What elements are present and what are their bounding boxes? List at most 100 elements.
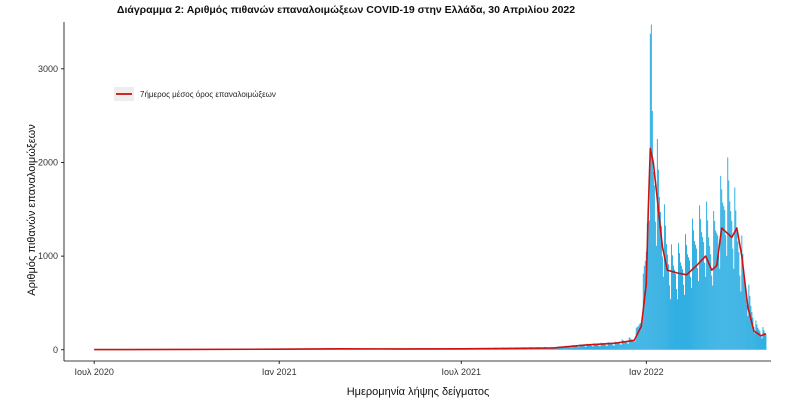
daily-bar <box>650 24 652 350</box>
daily-bar <box>747 316 749 350</box>
daily-bar <box>720 175 722 350</box>
daily-bar <box>689 260 690 350</box>
daily-bar <box>677 299 678 350</box>
daily-bar <box>640 326 642 350</box>
daily-bar <box>729 201 731 350</box>
daily-bar <box>714 220 716 350</box>
daily-bar <box>705 276 707 350</box>
daily-bar <box>755 320 757 350</box>
daily-bar <box>751 311 753 350</box>
daily-bar <box>645 251 647 350</box>
daily-bar <box>753 327 755 350</box>
daily-bar <box>559 346 561 350</box>
daily-bar <box>594 343 596 350</box>
daily-bar <box>757 327 759 350</box>
x-axis-title: Ημερομηνία λήψης δείγματος <box>347 386 490 398</box>
daily-bar <box>634 341 636 350</box>
daily-bar <box>748 284 750 350</box>
daily-bar <box>739 275 741 350</box>
daily-bar <box>614 341 616 350</box>
daily-bar <box>568 346 570 350</box>
daily-bar <box>728 180 730 350</box>
daily-bar <box>695 244 697 350</box>
daily-bar <box>701 232 703 350</box>
daily-bar <box>693 230 695 350</box>
daily-bar <box>668 285 670 350</box>
daily-bar <box>710 254 712 350</box>
daily-bar <box>741 235 743 350</box>
x-tick-label: Ιουλ 2020 <box>74 367 113 377</box>
daily-bar <box>697 268 699 350</box>
daily-bar <box>709 245 711 350</box>
daily-bar <box>630 339 632 350</box>
daily-bar <box>743 270 745 350</box>
daily-bar <box>691 287 693 350</box>
daily-bar <box>669 299 671 350</box>
daily-bar <box>726 255 728 350</box>
daily-bar <box>572 345 574 350</box>
daily-bar <box>730 211 732 350</box>
daily-bar <box>607 342 609 350</box>
daily-bar <box>588 344 590 350</box>
bars-layer <box>93 24 767 350</box>
daily-bar <box>542 348 544 350</box>
daily-bar <box>580 344 582 350</box>
daily-bar <box>571 347 573 350</box>
daily-bar <box>716 232 718 350</box>
daily-bar <box>649 33 651 350</box>
daily-bar <box>619 344 621 350</box>
daily-bar <box>644 260 646 350</box>
daily-bar <box>621 339 623 350</box>
daily-bar <box>699 205 701 350</box>
daily-bar <box>608 342 610 350</box>
daily-bar <box>618 342 620 350</box>
daily-bar <box>591 346 593 350</box>
daily-bar <box>707 220 709 350</box>
legend: 7ήμερος μέσος όρος επαναλοιμώξεων <box>114 87 276 101</box>
daily-bar <box>725 235 727 350</box>
daily-bar <box>600 342 602 350</box>
daily-bar <box>738 252 740 350</box>
daily-bar <box>746 305 748 350</box>
daily-bar <box>717 235 719 350</box>
x-tick-label: Ιαν 2022 <box>629 367 664 377</box>
daily-bar <box>627 343 629 350</box>
daily-bar <box>762 327 764 350</box>
y-axis-ticks: 0 1000 2000 3000 <box>38 64 64 355</box>
daily-bar <box>706 201 708 350</box>
daily-bar <box>583 345 585 350</box>
daily-bar <box>663 204 665 350</box>
daily-bar <box>560 346 562 350</box>
daily-bar <box>636 326 638 350</box>
daily-bar <box>631 339 633 350</box>
daily-bar <box>678 243 679 350</box>
daily-bar <box>765 334 767 350</box>
daily-bar <box>745 288 747 350</box>
daily-bar <box>686 244 687 350</box>
daily-bar <box>719 268 721 350</box>
daily-bar <box>584 346 586 350</box>
daily-bar <box>662 276 664 350</box>
daily-bar <box>680 262 681 350</box>
daily-bar <box>708 237 710 350</box>
daily-bar <box>702 237 704 350</box>
daily-bar <box>585 346 587 350</box>
daily-bar <box>744 279 746 350</box>
daily-bar <box>620 344 622 350</box>
daily-bar <box>615 342 617 350</box>
x-tick-label: Ιαν 2021 <box>262 367 297 377</box>
daily-bar <box>759 331 761 350</box>
daily-bar <box>682 269 683 350</box>
daily-bar <box>604 344 606 350</box>
daily-bar <box>581 345 583 350</box>
daily-bar <box>648 220 650 350</box>
daily-bar <box>578 347 580 350</box>
daily-bar <box>655 245 657 350</box>
daily-bar <box>610 343 612 350</box>
daily-bar <box>606 346 608 350</box>
daily-bar <box>711 275 713 350</box>
daily-bar <box>632 339 634 350</box>
daily-bar <box>718 255 720 350</box>
daily-bar <box>683 284 684 350</box>
daily-bar <box>758 329 760 350</box>
